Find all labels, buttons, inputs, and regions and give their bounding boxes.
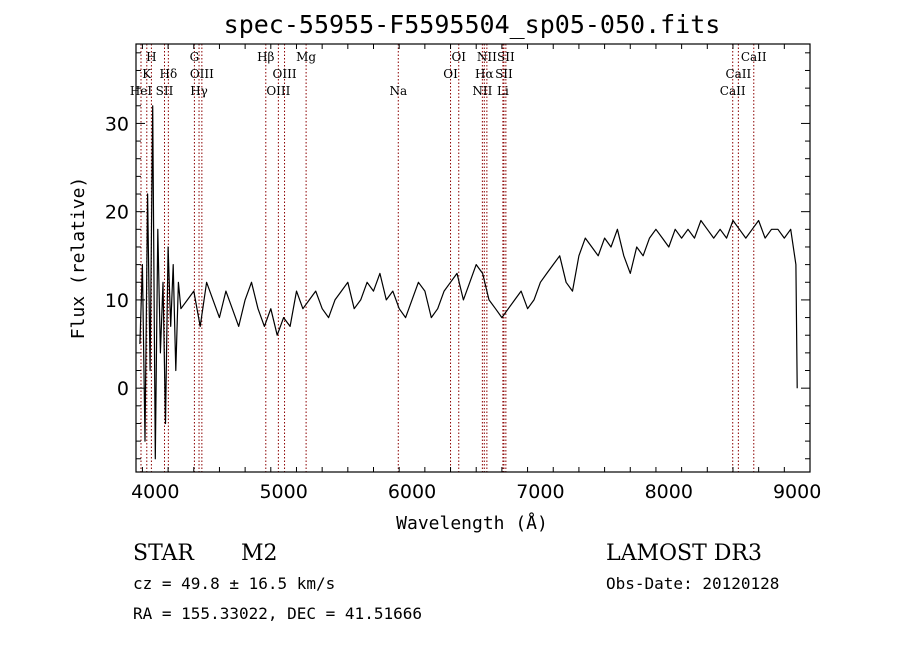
y-tick-label: 10 [105,290,129,312]
x-tick-label: 7000 [516,481,564,503]
emission-line-label: OI [451,50,466,64]
redshift-cz: cz = 49.8 ± 16.5 km/s [133,574,335,593]
emission-line-label: OI [443,67,458,81]
emission-line-label: CaII [741,50,767,64]
emission-line-label: Na [389,84,407,98]
coordinates: RA = 155.33022, DEC = 41.51666 [133,604,422,623]
y-tick-label: 20 [105,202,129,224]
emission-line-label: OIII [273,67,297,81]
emission-line-label: Mg [296,50,316,64]
emission-line-label: CaII [720,84,746,98]
obs-date: Obs-Date: 20120128 [606,574,779,593]
subclass: M2 [241,541,278,566]
spectrum-line [139,105,798,460]
emission-line-label: OIII [266,84,290,98]
chart-title: spec-55955-F5595504_sp05-050.fits [224,10,721,39]
y-tick-label: 0 [117,378,129,400]
emission-line-labels: HK HeI Hδ SII G OIII Hγ Hβ OIII OIII Mg Na OI OI NII Hα… [130,50,767,98]
emission-line-label: HeI [130,84,153,98]
emission-line-label: NII [472,84,492,98]
emission-line-label: Hδ [160,67,178,81]
x-tick-label: 5000 [259,481,307,503]
x-tick-label: 8000 [645,481,693,503]
emission-line-label: Hα [475,67,494,81]
emission-line-label: SII [497,50,515,64]
emission-line-label: Li [497,84,509,98]
emission-line-label: NII [477,50,497,64]
emission-line-markers [140,44,755,472]
object-class: STAR [133,541,195,566]
x-axis-title: Wavelength (Å) [396,512,548,534]
emission-line-label: G [190,50,200,64]
emission-line-label: SII [495,67,513,81]
y-tick-label: 30 [105,113,129,135]
axis-ticks: 4000 5000 6000 7000 8000 9000 0 10 20 30 [105,44,821,503]
y-axis-title: Flux (relative) [68,177,89,340]
survey-name: LAMOST DR3 [606,541,762,566]
emission-line-label: OIII [190,67,214,81]
emission-line-label: K [142,67,152,81]
plot-frame [135,43,811,473]
emission-line-label: Hγ [190,84,208,98]
x-tick-label: 9000 [773,481,821,503]
emission-line-label: CaII [725,67,751,81]
x-tick-label: 4000 [131,481,179,503]
emission-line-label: SII [156,84,174,98]
x-tick-label: 6000 [388,481,436,503]
emission-line-label: H [146,50,156,64]
emission-line-label: Hβ [257,50,274,64]
